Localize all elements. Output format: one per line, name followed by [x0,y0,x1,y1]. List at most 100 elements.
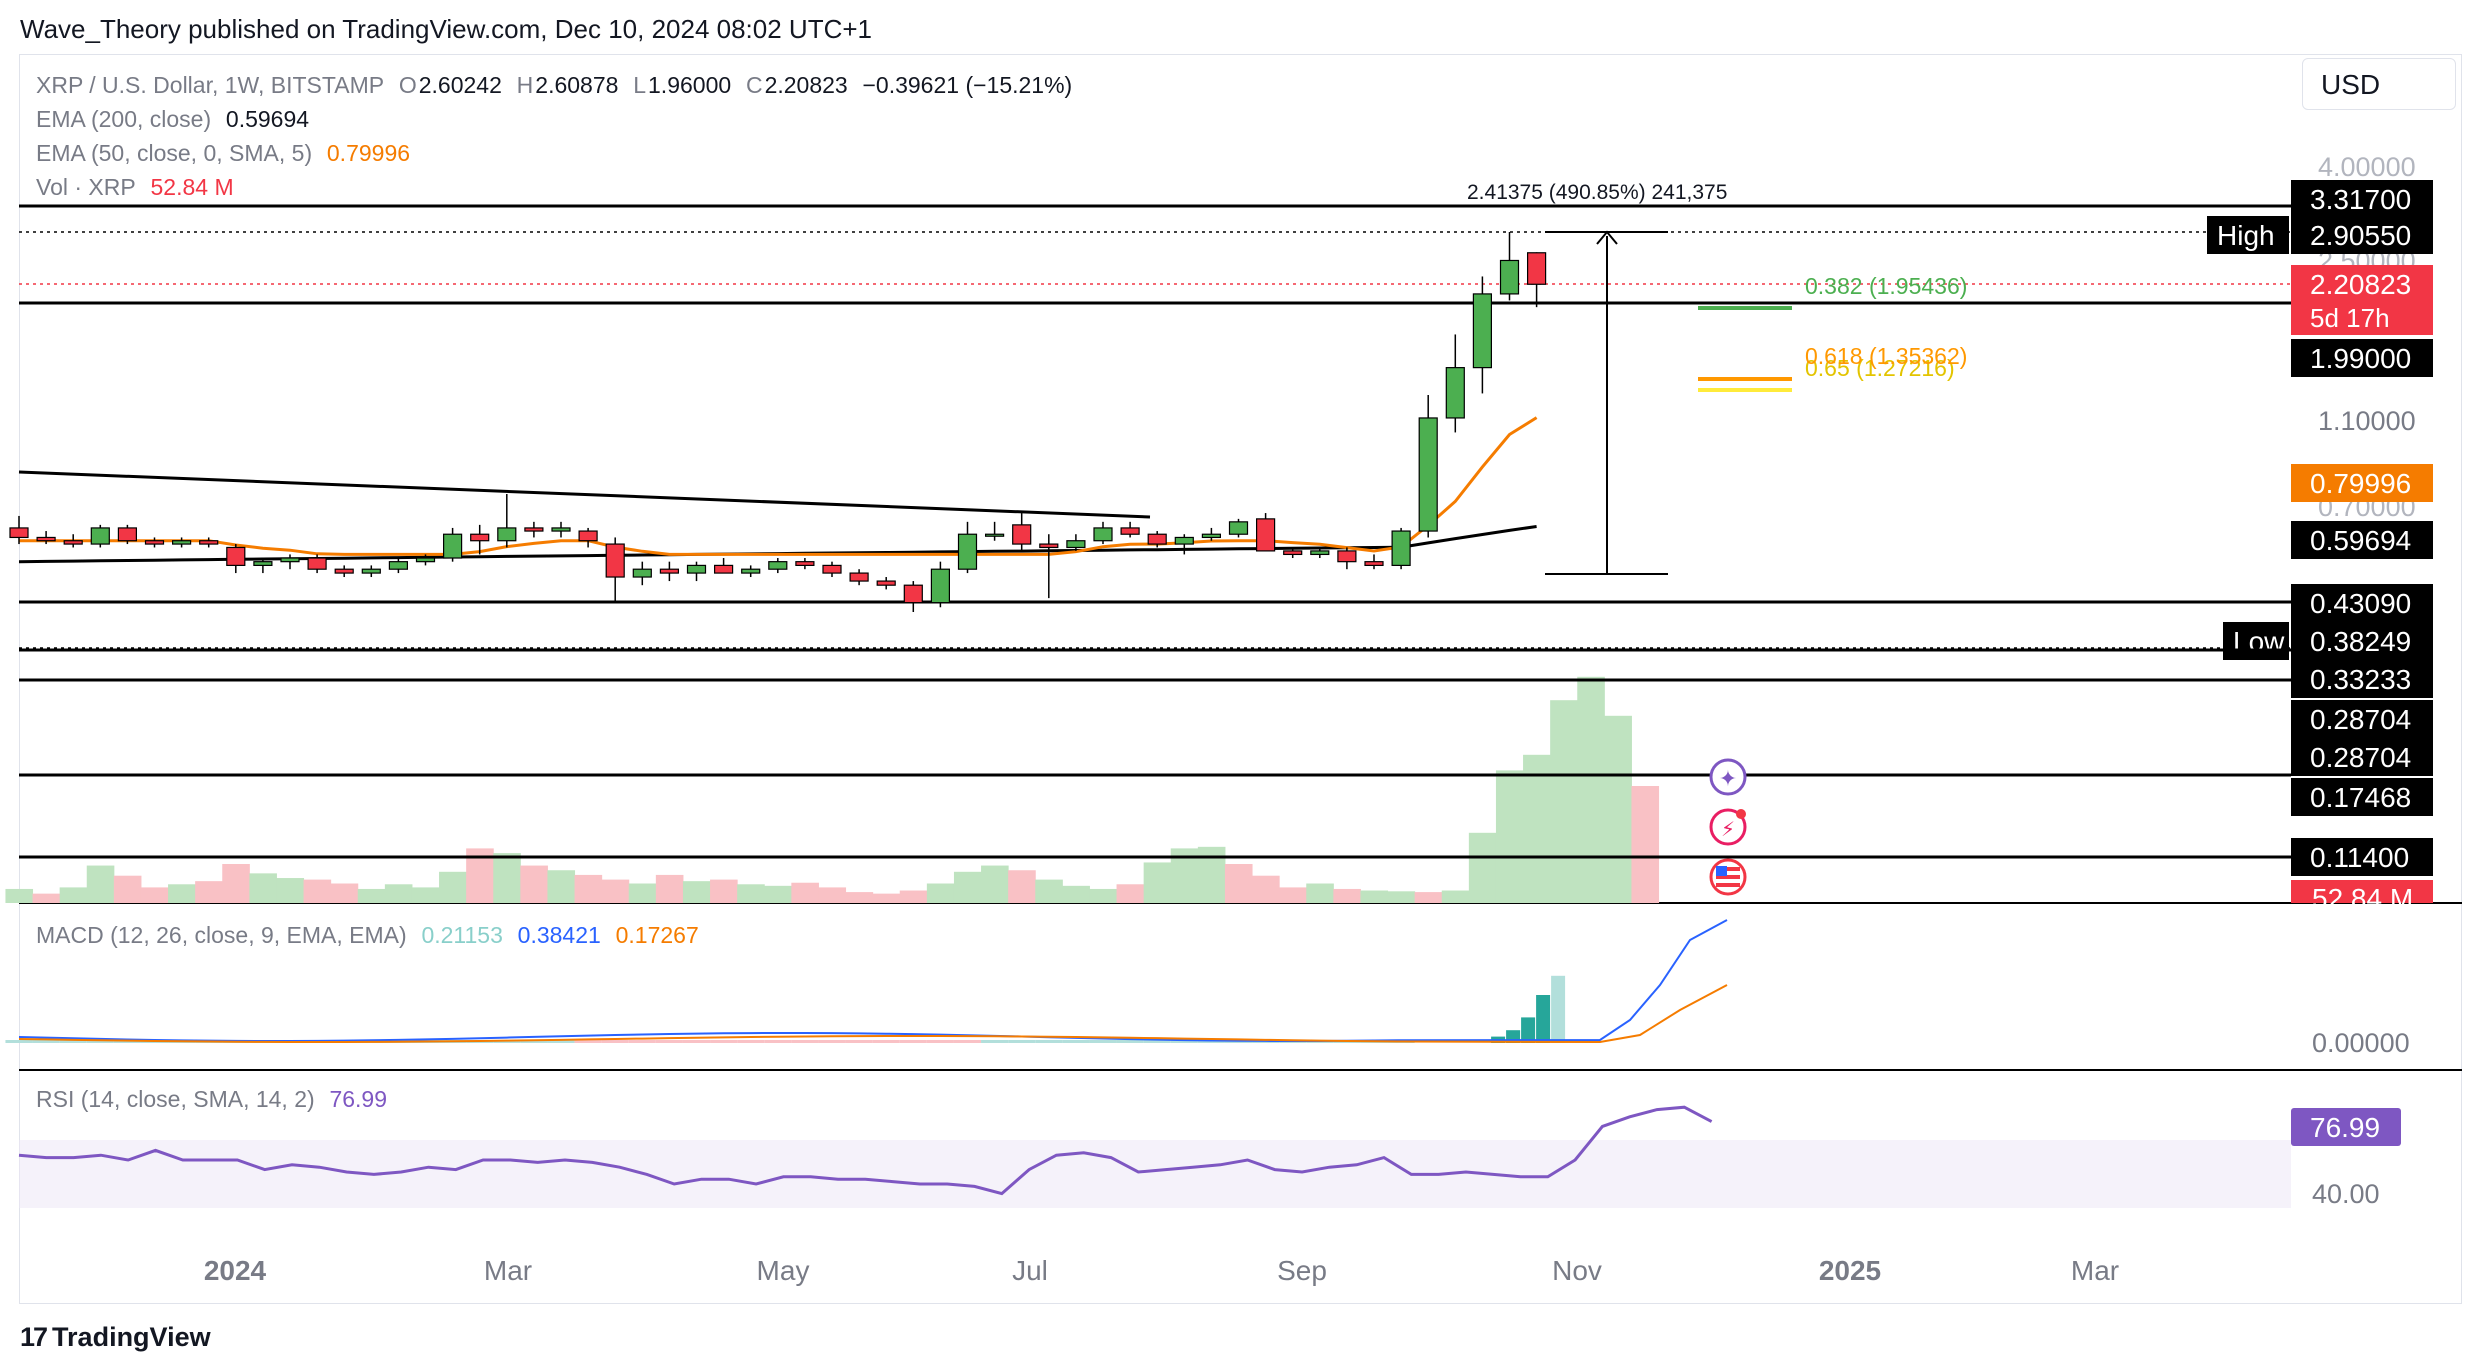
volume-bar [899,890,928,903]
event-icon-us-flag[interactable] [1709,858,1747,896]
candle-body [415,557,436,563]
ema200-legend[interactable]: EMA (200, close) 0.59694 [36,106,311,133]
price-level-badge [2291,180,2433,218]
candle-body [1391,530,1411,566]
candle[interactable] [1066,534,1086,551]
candle[interactable] [768,558,788,574]
macd-hist-bar [682,1040,711,1043]
candle[interactable] [1445,334,1465,433]
candle[interactable] [984,521,1005,541]
candle[interactable] [36,531,56,545]
candle[interactable] [1120,521,1140,538]
candle-body [334,568,354,574]
rsi-band [19,1140,2291,1208]
candle[interactable] [1499,232,1520,301]
rsi-line [18,1105,1713,1196]
candle[interactable] [307,554,327,574]
macd-hist-bar [1143,1040,1171,1043]
volume-legend[interactable]: Vol · XRP 52.84 M [36,174,236,201]
candle[interactable] [280,554,300,570]
x-tick-label: May [757,1255,810,1286]
tradingview-logo[interactable]: 17 TradingView [20,1322,211,1353]
candle[interactable] [632,561,652,586]
volume-bar [1360,890,1389,903]
candle[interactable] [1228,518,1249,538]
level-tag [2207,216,2289,254]
candle[interactable] [713,558,734,574]
macd-hist-bar [601,1040,629,1043]
candle[interactable] [1093,521,1113,545]
volume-bar [1224,864,1253,903]
candle-body [1147,533,1167,545]
candle[interactable] [253,558,273,574]
close-label: C [745,72,763,98]
candle[interactable] [578,527,598,548]
candle[interactable] [605,537,625,603]
candle[interactable] [443,527,463,562]
candle[interactable] [1012,513,1032,551]
candle-body [253,561,273,566]
candle[interactable] [1039,534,1059,599]
candle[interactable] [172,537,192,548]
candle[interactable] [1418,394,1438,538]
candle[interactable] [388,558,408,574]
candle-body [1283,550,1303,556]
candle[interactable] [1337,547,1357,570]
level-tag-text: Low [2233,626,2285,657]
candle[interactable] [9,515,29,545]
macd-legend[interactable]: MACD (12, 26, close, 9, EMA, EMA) 0.2115… [36,922,701,949]
candle[interactable] [686,561,707,582]
candle-body [1120,527,1140,535]
candle[interactable] [795,558,815,570]
candle[interactable] [117,524,138,545]
price-level-text: 0.28704 [2310,742,2411,773]
candle[interactable] [334,565,354,578]
candle[interactable] [1310,547,1330,559]
candle[interactable] [226,544,246,574]
volume-bar [574,874,603,903]
candle[interactable] [361,565,381,578]
candle[interactable] [144,537,165,548]
rsi-legend[interactable]: RSI (14, close, SMA, 14, 2) 76.99 [36,1086,389,1113]
candle[interactable] [1283,547,1303,559]
candle[interactable] [822,561,842,578]
candle[interactable] [497,493,517,548]
volume-bar [1550,700,1578,903]
candle[interactable] [1472,276,1493,394]
volume-bar [628,883,657,903]
level-tag-text: High [2217,220,2275,251]
currency-button[interactable]: USD [2302,58,2456,110]
candle[interactable] [524,521,544,538]
macd-axis-label: 0.00000 [2312,1028,2410,1058]
candle[interactable] [1391,527,1411,570]
volume-bar [1197,846,1226,903]
candle[interactable] [741,565,761,578]
candle[interactable] [90,524,110,548]
event-icon-star[interactable]: ✦ [1709,758,1747,796]
candle[interactable] [199,537,219,548]
ema50-legend[interactable]: EMA (50, close, 0, SMA, 5) 0.79996 [36,140,412,167]
candle-body [1201,533,1222,539]
candle[interactable] [849,569,869,586]
candle[interactable] [876,577,896,590]
candle[interactable] [903,581,923,612]
candle[interactable] [63,534,83,548]
candle[interactable] [659,561,680,582]
candle[interactable] [1174,534,1194,555]
event-icon-lightning[interactable]: ⚡ [1709,808,1747,846]
candle[interactable] [930,561,951,608]
candle[interactable] [1364,554,1384,570]
candle-body [1174,536,1194,545]
candle-body [957,533,978,570]
candle[interactable] [1201,527,1222,541]
candle[interactable] [551,521,571,538]
candle[interactable] [957,521,978,574]
volume-bar [1252,875,1280,903]
candle[interactable] [1255,513,1276,552]
candle[interactable] [470,524,490,555]
volume-bar [32,893,61,903]
candle[interactable] [1147,531,1167,548]
candle[interactable] [415,554,436,566]
candle[interactable] [1526,252,1547,308]
